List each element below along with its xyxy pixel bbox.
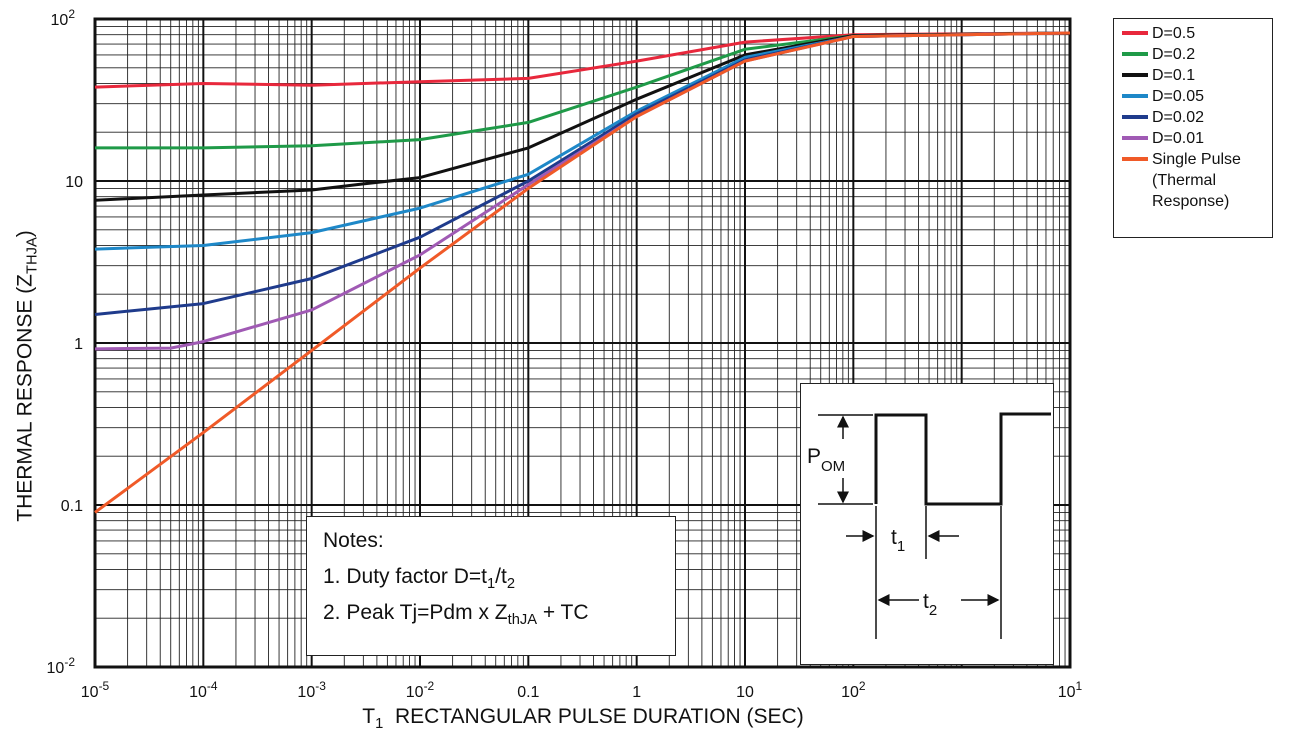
legend-label: D=0.02: [1152, 109, 1205, 126]
legend-swatch: [1122, 115, 1148, 119]
y-tick-label: 102: [51, 7, 76, 29]
legend-label: D=0.1: [1152, 67, 1196, 84]
legend-item: Single Pulse (Thermal Response): [1122, 149, 1241, 212]
legend-label: D=0.05: [1152, 88, 1205, 105]
legend-label: D=0.01: [1152, 130, 1205, 147]
legend-label: D=0.2: [1152, 46, 1196, 63]
y-tick-label: 10: [65, 174, 83, 191]
y-tick-label: 1: [74, 336, 83, 353]
legend-label: Single Pulse (Thermal Response): [1152, 151, 1241, 210]
notes-line-1: 1. Duty factor D=t1/t2: [323, 565, 515, 593]
plot-frame: [93, 17, 1072, 669]
pdm-label: POM: [807, 445, 845, 475]
x-tick-label: 1: [632, 684, 641, 701]
x-axis-label: T1 RECTANGULAR PULSE DURATION (SEC): [362, 705, 804, 733]
series-lines: [94, 31, 1071, 514]
y-tick-label: 0.1: [61, 498, 83, 515]
y-axis-label: THERMAL RESPONSE (ZTHJA): [13, 230, 41, 522]
notes-line-2: 2. Peak Tj=Pdm x ZthJA + TC: [323, 601, 589, 629]
series-line-d-0-02: [94, 31, 1071, 316]
x-tick-label: 10-4: [189, 679, 218, 701]
x-tick-label: 10-3: [297, 679, 326, 701]
y-tick-labels: 10-2 0.1 1 10 102: [47, 7, 84, 677]
legend-swatch: [1122, 31, 1148, 35]
pulse-diagram-inset: POM t1 t2: [800, 383, 1054, 665]
legend-label: D=0.5: [1152, 25, 1196, 42]
series-line-d-0-01: [94, 31, 1071, 351]
pulse-waveform: [874, 412, 1051, 506]
pulse-diagram: POM t1 t2: [807, 412, 1051, 639]
legend-swatch: [1122, 73, 1148, 77]
y-tick-label: 10-2: [47, 655, 76, 677]
legend-item: D=0.5: [1122, 23, 1195, 44]
series-line-d-0-2: [95, 31, 1071, 150]
t2-label: t2: [923, 590, 937, 619]
x-tick-label: 10-2: [406, 679, 435, 701]
notes-box: Notes: 1. Duty factor D=t1/t2 2. Peak Tj…: [306, 516, 676, 656]
x-tick-label: 0.1: [517, 684, 539, 701]
legend-item: D=0.02: [1122, 107, 1204, 128]
series-line-single-pulse: [94, 31, 1071, 514]
t1-label: t1: [891, 526, 905, 555]
series-line-d-0-5: [94, 31, 1071, 89]
legend-item: D=0.01: [1122, 128, 1204, 149]
legend-item: D=0.2: [1122, 44, 1195, 65]
series-line-d-0-1: [94, 31, 1071, 202]
legend: D=0.5 D=0.2 D=0.1 D=0.05 D=0.02 D=0.01 Single …: [1113, 18, 1273, 238]
legend-swatch: [1122, 136, 1148, 140]
x-tick-label: 10-5: [81, 679, 110, 701]
x-tick-labels: 10-5 10-4 10-3 10-2 0.1 1 10 102 101: [81, 679, 1083, 701]
x-tick-label: 101: [1058, 679, 1083, 701]
legend-swatch: [1122, 94, 1148, 98]
x-tick-label: 102: [841, 679, 866, 701]
notes-title: Notes:: [323, 529, 384, 552]
legend-swatch: [1122, 157, 1148, 161]
legend-item: D=0.05: [1122, 86, 1204, 107]
x-tick-label: 10: [736, 684, 754, 701]
legend-item: D=0.1: [1122, 65, 1195, 86]
legend-swatch: [1122, 52, 1148, 56]
